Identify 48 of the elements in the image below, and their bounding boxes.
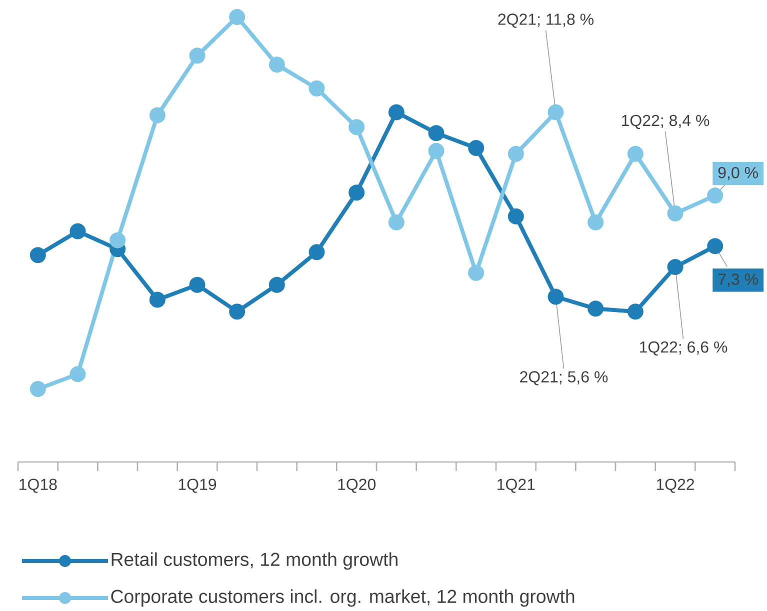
point [508, 208, 524, 224]
point [308, 244, 325, 260]
point [268, 276, 285, 293]
point [468, 264, 484, 281]
data-label: 2Q21; 11,8 % [498, 14, 594, 28]
point [707, 238, 724, 254]
point [189, 276, 206, 293]
point [388, 214, 404, 230]
point [268, 56, 285, 73]
point [388, 104, 404, 120]
point [627, 146, 644, 162]
point [667, 258, 684, 275]
point [149, 292, 166, 308]
x-tick-label: 1Q20 [338, 478, 376, 493]
point [70, 366, 86, 382]
point [30, 247, 46, 264]
point [70, 223, 86, 240]
point [508, 146, 524, 162]
x-tick-label: 1Q18 [20, 478, 57, 493]
point [428, 125, 444, 142]
x-tick-label: 1Q22 [656, 478, 694, 493]
point [588, 300, 604, 317]
data-label: 9,0 % [718, 166, 758, 180]
point [548, 288, 564, 305]
data-label: 1Q22; 8,4 % [622, 114, 710, 130]
point [149, 107, 166, 124]
point [189, 48, 206, 64]
point [627, 304, 644, 320]
point [229, 304, 246, 320]
point [588, 214, 604, 230]
point [428, 142, 444, 159]
legend-label: Corporate customers incl. org. market, 12 month growth [111, 589, 574, 607]
point [667, 205, 684, 222]
point [548, 104, 564, 120]
point [229, 9, 246, 25]
legend-label: Retail customers, 12 month growth [112, 552, 398, 570]
point [30, 381, 46, 397]
data-label: 7,3 % [718, 274, 758, 287]
x-tick-label: 1Q21 [498, 478, 535, 493]
point [468, 140, 484, 156]
data-label: 1Q22; 6,6 % [640, 341, 728, 356]
x-tick-label: 1Q19 [178, 478, 216, 493]
data-label: 2Q21; 5,6 % [520, 371, 608, 386]
point [707, 188, 724, 204]
point [110, 232, 126, 248]
point [308, 80, 325, 96]
point [348, 184, 365, 201]
point [348, 119, 365, 136]
